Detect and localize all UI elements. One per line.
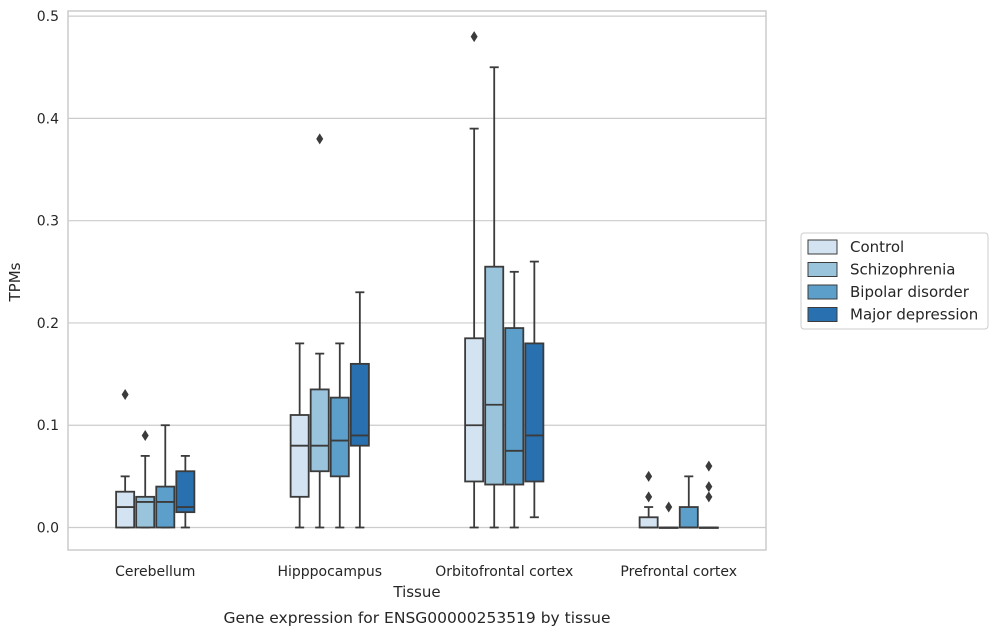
box-hipppocampus-schizophrenia [309,133,330,529]
outlier-point [665,501,673,513]
x-tick-label: Cerebellum [115,564,195,580]
box-body [309,388,330,473]
box-body [464,337,485,483]
box-hipppocampus-major-depression [349,291,370,529]
legend-label: Bipolar disorder [850,283,970,301]
box-prefrontal-cortex-control [638,470,659,529]
box-body [155,485,176,529]
box-body [638,516,659,529]
x-tick-label: Hipppocampus [277,564,382,580]
box-hipppocampus-control [289,342,310,529]
box-body [115,490,136,529]
legend-frame [800,232,989,330]
legend-swatch [807,262,838,277]
figure-caption: Gene expression for ENSG00000253519 by t… [223,609,610,627]
box-orbitofrontal-cortex-control [464,31,485,529]
box-groups [115,31,719,529]
y-tick-label: 0.4 [37,111,59,127]
box-prefrontal-cortex-major-depression [698,460,719,529]
outlier-point [121,389,129,401]
x-tick-label: Orbitofrontal cortex [435,564,573,580]
y-gridlines [68,15,766,529]
outlier-point [645,491,653,503]
legend-swatch [807,284,838,300]
box-orbitofrontal-cortex-bipolar-disorder [504,270,525,529]
legend-label: Schizophrenia [850,261,955,279]
x-tick-label: Prefrontal cortex [620,564,737,580]
box-orbitofrontal-cortex-major-depression [524,260,545,519]
box-body [135,495,156,529]
box-cerebellum-schizophrenia [135,429,156,529]
outlier-point [705,491,713,503]
box-cerebellum-major-depression [175,455,196,529]
box-body [524,342,545,483]
box-body [175,470,196,514]
x-tick-labels: Cerebellum Hipppocampus Orbitofrontal cort… [115,564,737,580]
y-tick-label: 0.2 [37,316,59,332]
box-hipppocampus-bipolar-disorder [329,342,350,529]
outlier-point [316,133,324,145]
box-body [289,414,310,498]
legend-label: Major depression [850,306,978,324]
y-tick-labels: 0.0 0.1 0.2 0.3 0.4 0.5 [37,9,59,536]
y-tick-label: 0.0 [37,520,59,536]
x-axis-title: Tissue [392,583,440,601]
box-cerebellum-control [115,389,136,529]
box-body [678,506,699,529]
box-body [329,396,350,478]
y-tick-label: 0.5 [37,9,59,25]
outlier-point [705,460,713,472]
outlier-point [705,481,713,493]
box-orbitofrontal-cortex-schizophrenia [484,66,505,529]
box-body [484,265,505,486]
box-prefrontal-cortex-bipolar-disorder [678,475,699,529]
y-axis-title: TPMs [6,262,24,302]
box-cerebellum-bipolar-disorder [155,424,176,529]
plot-frame [67,10,767,551]
legend-label: Control [850,238,904,256]
outlier-point [470,31,478,43]
legend-swatch [807,307,838,322]
y-tick-label: 0.1 [37,418,59,434]
legend: Control Schizophrenia Bipolar disorder Majo… [800,232,989,330]
y-tick-label: 0.3 [37,214,59,230]
outlier-point [141,429,149,441]
box-body [349,362,370,447]
box-body [504,327,525,486]
outlier-point [645,470,653,482]
box-prefrontal-cortex-schizophrenia [658,501,679,529]
legend-swatch [807,239,838,255]
